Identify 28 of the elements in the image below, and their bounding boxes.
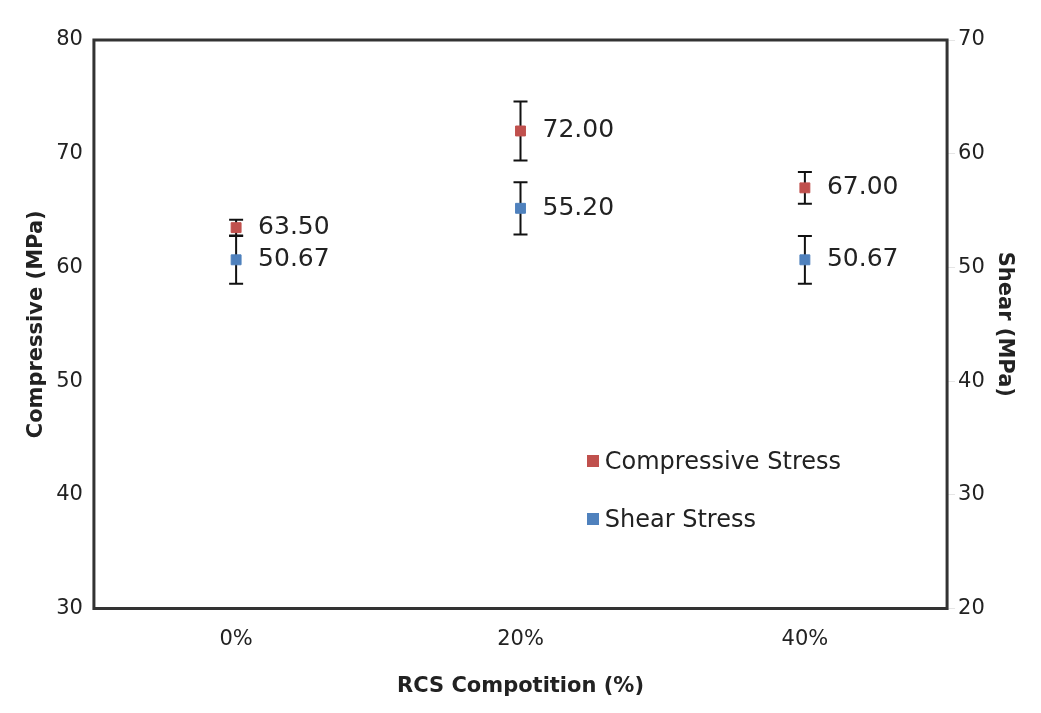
y2-tick-label: 50 [958,253,985,278]
point [799,182,811,194]
legend-label: Shear Stress [604,505,756,533]
y-tick-label: 60 [56,253,83,278]
x-tick-label: 0% [219,625,253,650]
data-label: 55.20 [542,191,615,221]
data-label: 63.50 [258,211,330,241]
legend-label: Compressive Stress [604,447,841,475]
y2-tick-label: 60 [958,140,985,165]
y-axis-title: Compressive (MPa) [23,210,48,439]
data-label: 50.67 [826,243,899,273]
y-tick-label: 70 [56,140,83,165]
y-tick-label: 50 [56,367,83,392]
y2-axis-title: Shear (MPa) [993,251,1018,397]
x-tick-label: 40% [781,625,829,650]
y2-tick-label: 30 [958,481,985,506]
y-tick-label: 80 [56,26,83,51]
data-label: 72.00 [542,114,615,144]
x-axis-title: RCS Compotition (%) [397,672,644,697]
data-label: 67.00 [826,171,899,201]
point [515,125,526,137]
y2-tick-label: 70 [958,26,985,51]
y2-tick-label: 20 [958,595,985,620]
y-tick-label: 30 [56,595,83,620]
data-label: 50.67 [258,243,330,273]
x-tick-label: 20% [497,625,544,650]
y2-tick-label: 40 [958,367,985,392]
y-tick-label: 40 [56,481,83,506]
